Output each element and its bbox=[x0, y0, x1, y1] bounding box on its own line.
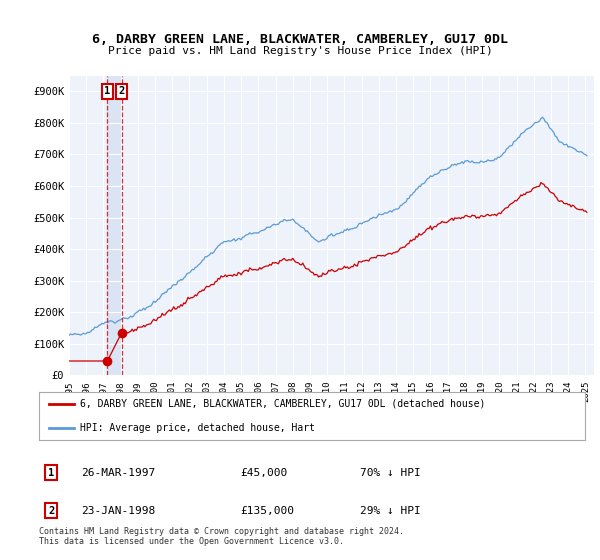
Text: 26-MAR-1997: 26-MAR-1997 bbox=[81, 468, 155, 478]
Text: Price paid vs. HM Land Registry's House Price Index (HPI): Price paid vs. HM Land Registry's House … bbox=[107, 46, 493, 56]
Bar bbox=[107, 76, 122, 375]
Text: 29% ↓ HPI: 29% ↓ HPI bbox=[360, 506, 421, 516]
Text: 6, DARBY GREEN LANE, BLACKWATER, CAMBERLEY, GU17 0DL: 6, DARBY GREEN LANE, BLACKWATER, CAMBERL… bbox=[92, 33, 508, 46]
Text: Contains HM Land Registry data © Crown copyright and database right 2024.
This d: Contains HM Land Registry data © Crown c… bbox=[39, 526, 404, 546]
Text: 1: 1 bbox=[104, 86, 110, 96]
Text: 23-JAN-1998: 23-JAN-1998 bbox=[81, 506, 155, 516]
Text: £135,000: £135,000 bbox=[240, 506, 294, 516]
Text: 6, DARBY GREEN LANE, BLACKWATER, CAMBERLEY, GU17 0DL (detached house): 6, DARBY GREEN LANE, BLACKWATER, CAMBERL… bbox=[80, 399, 485, 409]
Text: 70% ↓ HPI: 70% ↓ HPI bbox=[360, 468, 421, 478]
Text: 2: 2 bbox=[48, 506, 54, 516]
Text: 1: 1 bbox=[48, 468, 54, 478]
Text: 2: 2 bbox=[119, 86, 125, 96]
Text: HPI: Average price, detached house, Hart: HPI: Average price, detached house, Hart bbox=[80, 423, 315, 433]
Text: £45,000: £45,000 bbox=[240, 468, 287, 478]
